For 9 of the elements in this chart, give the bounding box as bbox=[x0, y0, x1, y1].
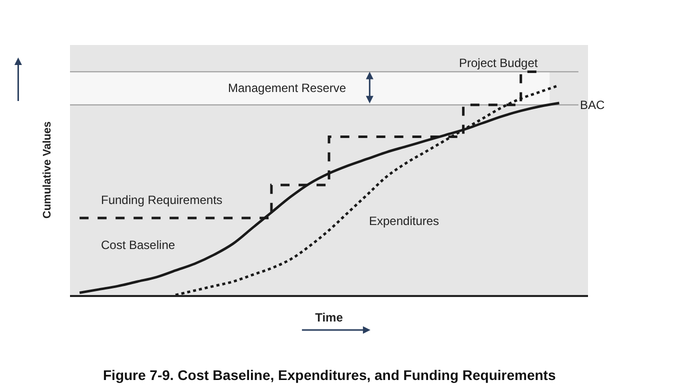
text: Figure 7-9. Cost Baseline, Expenditures, and Funding Requirements bbox=[103, 367, 556, 383]
series-label: Funding Requirements bbox=[101, 193, 222, 207]
ref-line-label: BAC bbox=[580, 98, 606, 112]
band-label: Management Reserve bbox=[228, 81, 346, 95]
ref-line-label: Project Budget bbox=[459, 56, 538, 70]
y-axis-title: Cumulative Values bbox=[42, 121, 54, 219]
series-label: Cost Baseline bbox=[101, 238, 176, 252]
x-axis-title: Time bbox=[315, 310, 344, 325]
series-label: Expenditures bbox=[369, 214, 440, 228]
